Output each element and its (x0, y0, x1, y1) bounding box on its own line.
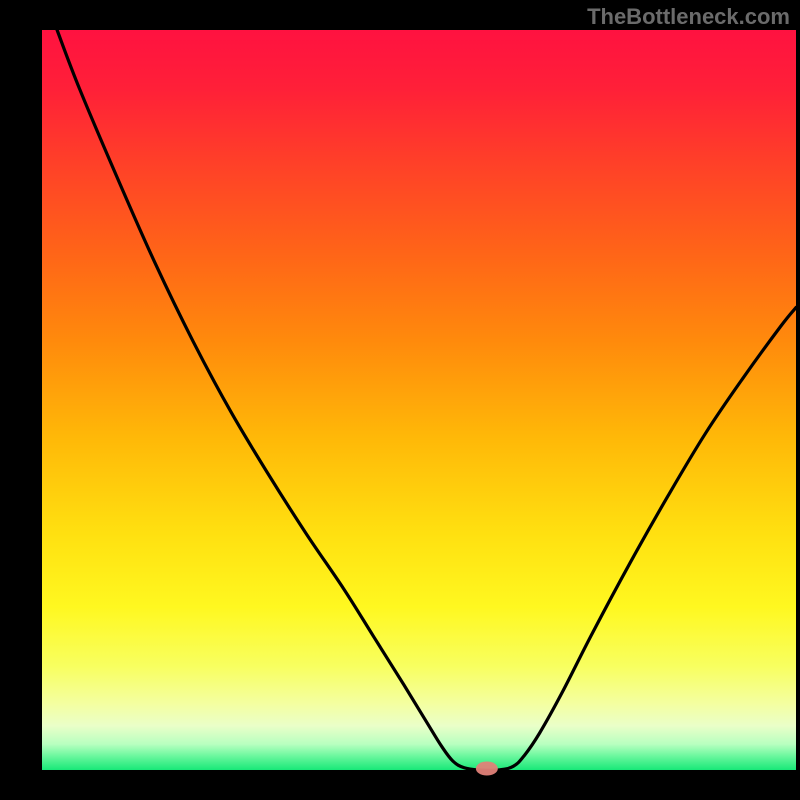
optimum-marker (476, 762, 498, 776)
watermark-text: TheBottleneck.com (587, 4, 790, 30)
bottleneck-chart: TheBottleneck.com (0, 0, 800, 800)
plot-background (42, 30, 796, 770)
chart-canvas (0, 0, 800, 800)
